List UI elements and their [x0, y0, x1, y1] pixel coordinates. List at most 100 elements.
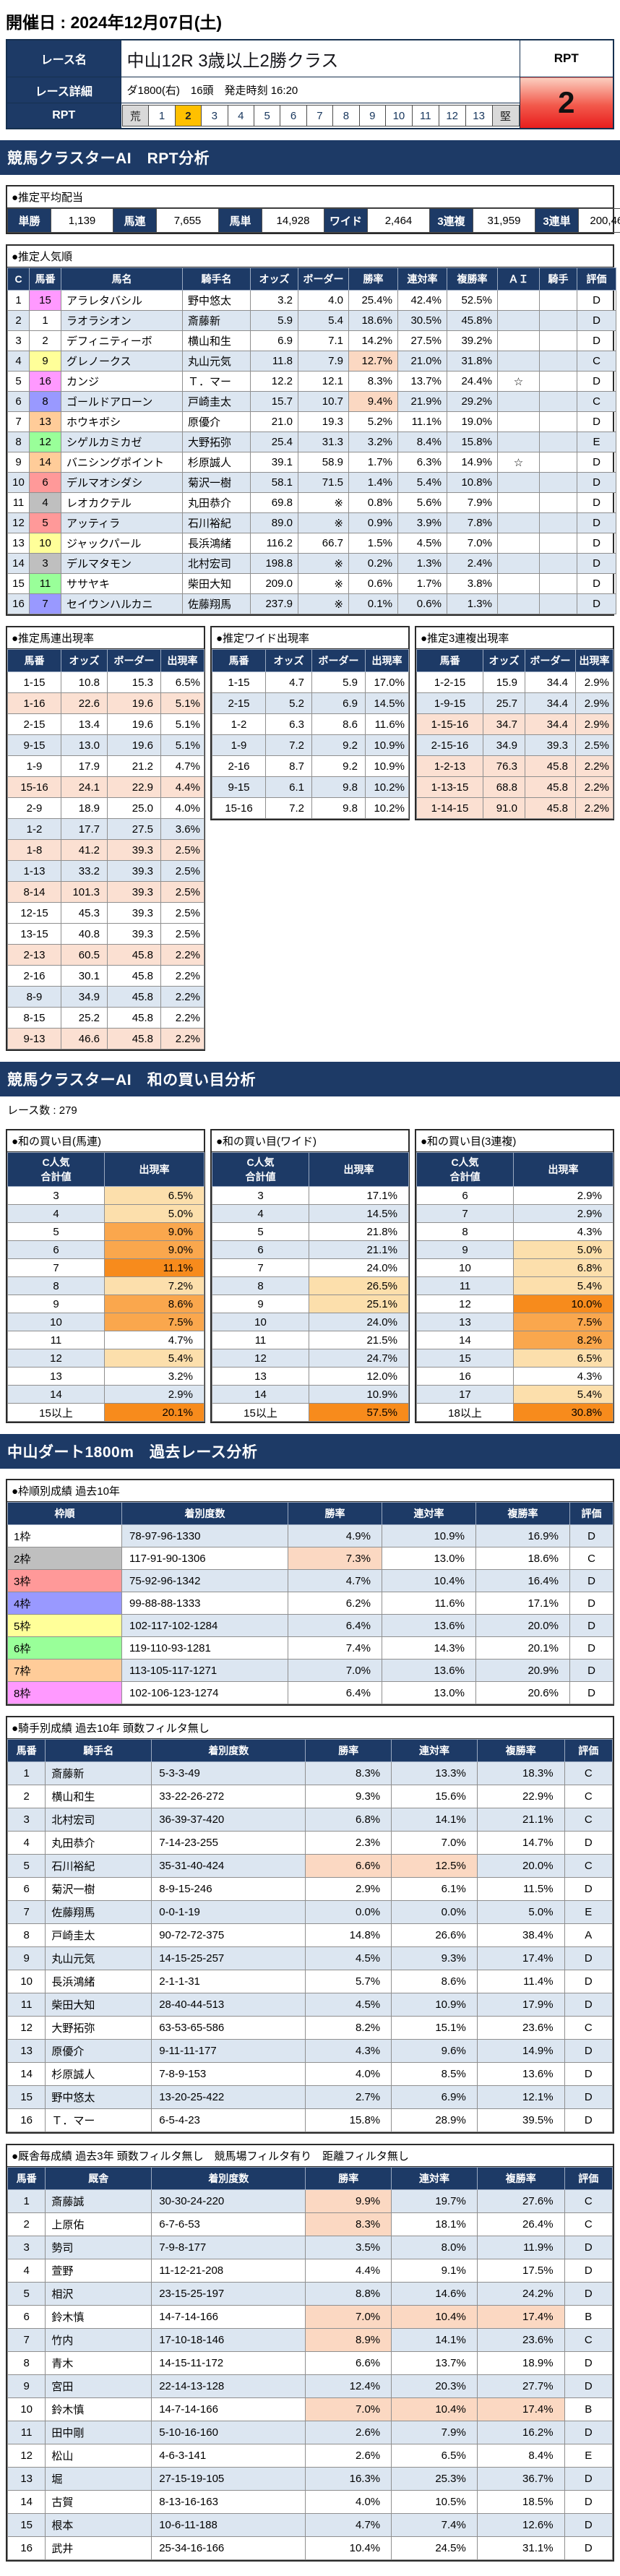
header-row: 馬番オッズボーダー出現率	[417, 650, 613, 672]
cell: 3連単	[535, 209, 579, 233]
column-header: C人気 合計値	[417, 1153, 514, 1187]
cell: 石川裕紀	[46, 1855, 152, 1878]
race-count-label: レース数 : 279	[0, 1096, 620, 1119]
cell: 11	[212, 1331, 309, 1349]
cell: 2	[8, 2213, 46, 2236]
race-detail: ダ1800(右) 16頭 発走時刻 16:20	[121, 77, 520, 103]
cell: 1-15	[8, 672, 61, 693]
cell: 4	[8, 1205, 105, 1223]
cell: 2.4%	[447, 554, 498, 574]
cell: 2.9%	[576, 693, 613, 714]
cell: 7.0%	[447, 533, 498, 554]
cell: 14-7-14-166	[152, 2398, 306, 2421]
cell: 8-13-16-163	[152, 2491, 306, 2514]
cell: 2.3%	[306, 1832, 392, 1855]
column-header: オッズ	[266, 650, 312, 672]
cell: 23.6%	[477, 2329, 564, 2352]
cell: 6-7-6-53	[152, 2213, 306, 2236]
cell: 12.4%	[306, 2375, 392, 2398]
cell: C	[564, 1855, 612, 1878]
cell: 27.5	[108, 819, 161, 840]
cell: 14.1%	[392, 2329, 478, 2352]
cell: 10	[8, 473, 30, 493]
cell: 5.2	[266, 693, 312, 714]
cell: 4	[212, 1205, 309, 1223]
cell: 1-15	[212, 672, 266, 693]
cell	[540, 554, 577, 574]
cell: 18.6%	[476, 1547, 570, 1570]
cell: 7.9%	[447, 493, 498, 513]
cell: 原優介	[183, 412, 251, 432]
cell: 5.4%	[514, 1277, 613, 1295]
cell: 9	[212, 1295, 309, 1313]
cell: 1-9	[212, 735, 266, 756]
cell: D	[577, 533, 616, 554]
cell: アラレタバシル	[61, 291, 183, 311]
cell: 0.1%	[349, 594, 398, 614]
cell: 25-34-16-166	[152, 2537, 306, 2560]
cell: 2.2%	[576, 777, 613, 798]
cell: 1-16	[8, 693, 61, 714]
cell: 4	[228, 106, 254, 126]
cell: 39.3	[108, 861, 161, 882]
cell: 4.5%	[306, 1993, 392, 2017]
cell: 1-2-13	[417, 756, 483, 777]
cell: 宮田	[46, 2375, 152, 2398]
cell: A	[564, 1924, 612, 1947]
cell: 15	[417, 1349, 514, 1368]
section-header-wa-analysis: 競馬クラスターAI 和の買い目分析	[0, 1062, 620, 1096]
column-header: 勝率	[306, 2168, 392, 2190]
cell: 22-14-13-128	[152, 2375, 306, 2398]
cell: 13.4	[61, 714, 108, 735]
column-header: 連対率	[392, 1740, 478, 1762]
cell: 18.9	[61, 798, 108, 819]
cell: 10-6-11-188	[152, 2514, 306, 2537]
cell: 24.7%	[309, 1349, 409, 1368]
cell: 34.9	[483, 735, 525, 756]
cell: 16.4%	[476, 1570, 570, 1592]
cell: 25.0	[108, 798, 161, 819]
cell: 18.3%	[477, 1762, 564, 1785]
cell: ※	[298, 513, 349, 533]
cell: 9-11-11-177	[152, 2040, 306, 2063]
cell: 33.2	[61, 861, 108, 882]
cell: 2.6%	[306, 2444, 392, 2468]
cell: 3	[8, 1808, 46, 1832]
cell: 1,139	[51, 209, 113, 233]
cell: C	[577, 351, 616, 372]
cell: 52.5%	[447, 291, 498, 311]
cell: 丸田恭介	[183, 493, 251, 513]
cell: 15以上	[8, 1404, 105, 1422]
cell: 8.8%	[306, 2283, 392, 2306]
cell: D	[564, 1878, 612, 1901]
cell: 16.3%	[306, 2468, 392, 2491]
cell: 14.5%	[309, 1205, 409, 1223]
cell: 9	[8, 1295, 105, 1313]
cell: 4.4%	[161, 777, 204, 798]
cell: 45.3	[61, 903, 108, 924]
cell: 鈴木慎	[46, 2306, 152, 2329]
cell	[498, 291, 540, 311]
cell: 6.5%	[105, 1187, 204, 1205]
cell: 90-72-72-375	[152, 1924, 306, 1947]
cell: 10.2%	[366, 777, 409, 798]
cell: 14.9%	[477, 2040, 564, 2063]
cell	[540, 372, 577, 392]
cell: 8.6	[312, 714, 366, 735]
cell: 11.8	[251, 351, 298, 372]
